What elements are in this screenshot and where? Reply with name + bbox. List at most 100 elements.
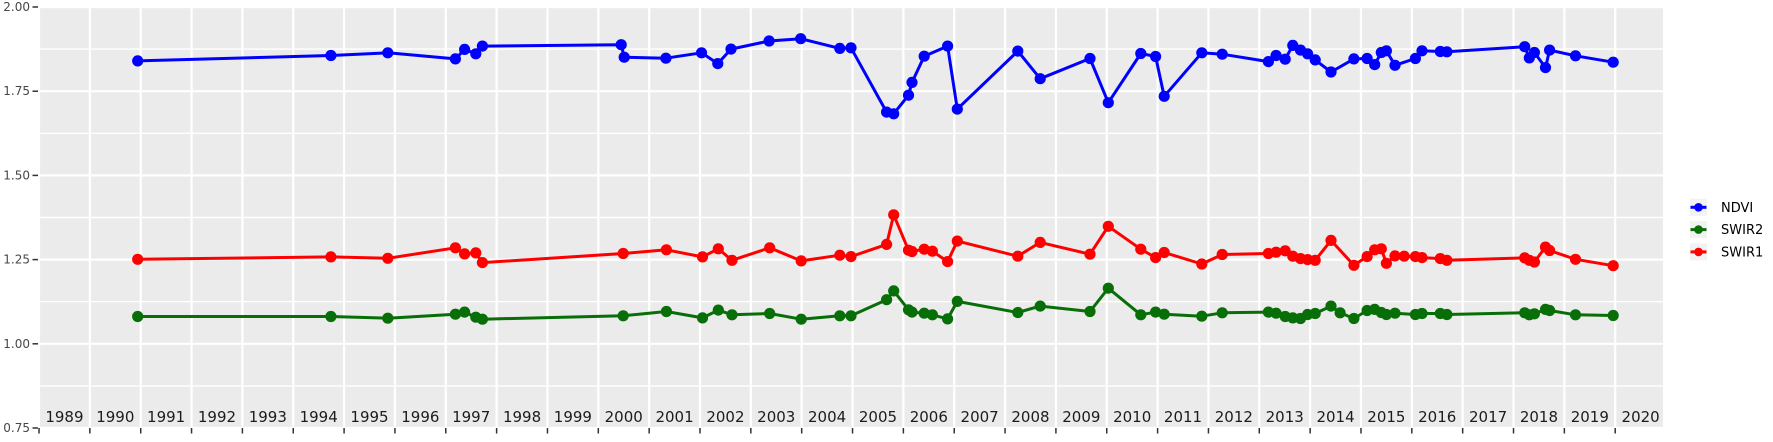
y-tick-label: 1.50 [3, 168, 30, 182]
data-point-ndvi [476, 40, 488, 52]
data-point-ndvi [1084, 52, 1096, 65]
data-point-swir1 [449, 242, 461, 254]
data-point-swir1 [1528, 256, 1540, 268]
data-point-swir2 [325, 310, 337, 323]
data-point-swir1 [325, 251, 337, 263]
data-point-ndvi [615, 39, 627, 51]
data-point-swir2 [1034, 300, 1046, 312]
data-point-swir2 [617, 310, 629, 322]
data-point-ndvi [1262, 56, 1274, 68]
data-point-swir1 [845, 251, 857, 263]
data-point-ndvi [459, 43, 471, 56]
x-tick-label: 2010 [1113, 408, 1151, 426]
data-point-ndvi [1150, 50, 1162, 63]
data-point-swir2 [1544, 304, 1556, 317]
data-point-swir1 [1135, 243, 1147, 255]
data-point-ndvi [918, 50, 930, 62]
data-point-swir1 [1012, 250, 1024, 262]
data-point-swir2 [459, 306, 471, 318]
data-point-swir1 [942, 256, 954, 268]
x-tick-label: 2019 [1571, 408, 1609, 426]
data-point-swir2 [951, 295, 963, 307]
data-point-swir1 [1102, 220, 1114, 232]
data-point-ndvi [1012, 45, 1024, 57]
data-point-swir1 [926, 245, 939, 257]
data-point-ndvi [1102, 97, 1114, 109]
data-point-swir1 [1325, 234, 1337, 246]
legend-key-point [1694, 225, 1703, 234]
data-point-swir1 [382, 252, 394, 264]
data-point-swir2 [1150, 306, 1162, 318]
data-point-swir2 [834, 310, 846, 322]
data-point-ndvi [795, 33, 807, 45]
x-tick-label: 1990 [96, 408, 134, 426]
data-point-swir1 [1158, 246, 1170, 259]
legend: NDVI SWIR2 SWIR1 [1690, 198, 1763, 261]
data-point-ndvi [1544, 44, 1556, 56]
data-point-swir2 [1102, 282, 1114, 294]
data-point-swir1 [881, 238, 893, 250]
data-point-swir1 [795, 255, 807, 267]
data-point-swir2 [1012, 306, 1024, 319]
data-point-ndvi [1216, 48, 1228, 60]
data-point-ndvi [942, 40, 954, 52]
data-point-swir1 [1084, 248, 1096, 260]
data-point-swir1 [1569, 253, 1582, 265]
data-point-swir2 [1334, 307, 1346, 319]
data-point-ndvi [763, 35, 775, 47]
x-tick-label: 2016 [1418, 408, 1456, 426]
data-point-ndvi [470, 48, 482, 60]
data-point-swir1 [1034, 236, 1046, 248]
x-tick-label: 1995 [350, 408, 388, 426]
x-tick-label: 1998 [503, 408, 541, 426]
x-tick-label: 2018 [1520, 408, 1558, 426]
data-point-ndvi [1270, 49, 1282, 62]
data-point-swir1 [1309, 254, 1321, 266]
x-tick-label: 2013 [1266, 408, 1304, 426]
data-point-swir2 [476, 313, 488, 325]
x-tick-label: 2001 [655, 408, 693, 426]
x-tick-label: 2007 [961, 408, 999, 426]
x-tick-label: 2015 [1367, 408, 1405, 426]
legend-item-label: NDVI [1721, 201, 1753, 216]
data-point-ndvi [902, 89, 915, 101]
data-point-swir2 [132, 310, 144, 323]
data-point-swir1 [660, 244, 673, 256]
x-tick-label: 2017 [1469, 408, 1507, 426]
y-tick-label: 1.75 [3, 84, 30, 98]
x-tick-label: 2012 [1215, 408, 1253, 426]
data-point-swir1 [726, 254, 738, 266]
data-point-swir1 [476, 257, 488, 269]
data-point-swir2 [926, 309, 939, 321]
data-point-swir1 [834, 249, 846, 261]
data-point-ndvi [1409, 52, 1421, 65]
data-point-swir2 [1135, 309, 1147, 321]
data-point-ndvi [1380, 45, 1392, 57]
data-point-ndvi [1034, 73, 1046, 85]
x-tick-label: 1999 [554, 408, 592, 426]
data-point-swir2 [1325, 300, 1337, 312]
data-point-ndvi [1389, 59, 1401, 71]
y-tick-label: 1.25 [3, 253, 30, 267]
data-point-swir1 [1544, 244, 1556, 257]
data-point-ndvi [1569, 50, 1582, 62]
data-point-ndvi [618, 51, 630, 63]
data-point-ndvi [325, 49, 337, 62]
x-tick-label: 2006 [910, 408, 948, 426]
data-point-swir1 [1216, 248, 1228, 261]
data-point-swir2 [1380, 308, 1392, 321]
data-point-swir2 [888, 285, 900, 297]
x-tick-label: 2008 [1011, 408, 1049, 426]
data-point-ndvi [1539, 62, 1552, 74]
data-point-swir2 [845, 310, 857, 322]
y-tick-label: 0.75 [3, 421, 30, 435]
data-point-ndvi [712, 58, 724, 70]
data-point-swir2 [696, 312, 709, 324]
data-point-swir2 [1569, 309, 1582, 321]
data-point-ndvi [1441, 46, 1453, 58]
x-tick-label: 2003 [757, 408, 795, 426]
x-tick-label: 2000 [605, 408, 643, 426]
legend-item-label: SWIR2 [1721, 223, 1763, 238]
data-point-swir2 [1416, 307, 1428, 320]
